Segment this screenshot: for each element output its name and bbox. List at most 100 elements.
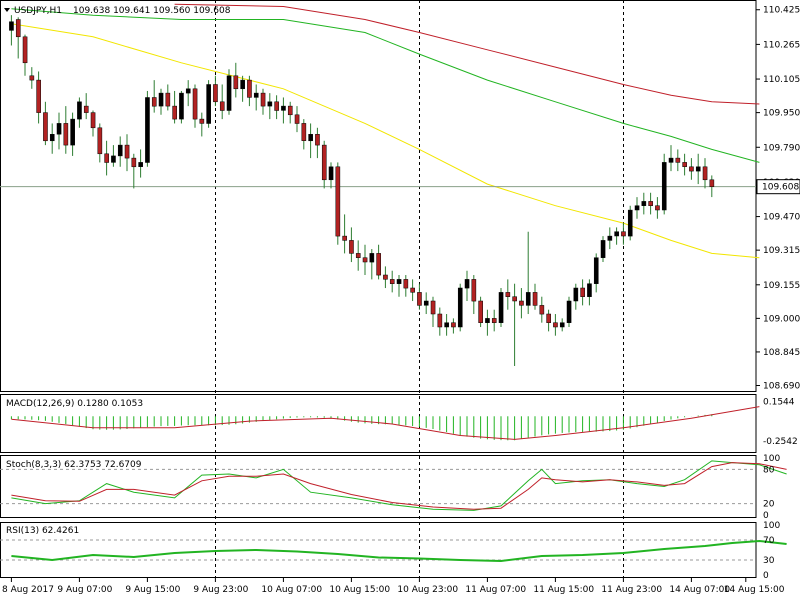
candle-body bbox=[90, 112, 96, 129]
current-price-text: 109.608 bbox=[762, 183, 799, 193]
rsi-line bbox=[11, 539, 787, 563]
candle-body bbox=[151, 97, 157, 107]
candle-body bbox=[478, 300, 483, 323]
candle-body bbox=[260, 92, 266, 107]
time-tick-label: 14 Aug 15:00 bbox=[724, 585, 785, 595]
candle-body bbox=[355, 253, 361, 258]
panel-frame-macd bbox=[0, 394, 757, 453]
rsi-label: RSI(13) 62.4261 bbox=[6, 526, 79, 536]
dropdown-triangle-icon[interactable] bbox=[4, 8, 10, 12]
candle-body bbox=[464, 279, 470, 289]
candle-body bbox=[485, 318, 490, 323]
candle-body bbox=[63, 123, 69, 146]
macd-tick-label: 0.1544 bbox=[763, 397, 795, 407]
candle-body bbox=[247, 79, 252, 98]
candle-body bbox=[83, 105, 89, 113]
candle-body bbox=[702, 166, 708, 181]
candle-body bbox=[117, 144, 123, 157]
candle-body bbox=[471, 279, 477, 302]
candle-body bbox=[274, 101, 279, 111]
candles bbox=[9, 15, 715, 367]
rsi-tick-label: 30 bbox=[763, 556, 775, 566]
candle-body bbox=[267, 101, 273, 107]
stoch-tick-label: 20 bbox=[763, 500, 775, 510]
candle-body bbox=[165, 92, 171, 107]
macd-panel: 0.1544 -0.2542 bbox=[10, 397, 798, 447]
candle-body bbox=[607, 235, 613, 241]
candle-body bbox=[675, 157, 681, 163]
candle-body bbox=[498, 292, 504, 323]
candle-body bbox=[457, 287, 463, 328]
price-tick-label: 110.265 bbox=[763, 40, 800, 50]
panel-frame-stoch bbox=[0, 455, 757, 518]
candle-body bbox=[70, 118, 75, 146]
candle-body bbox=[287, 105, 293, 116]
macd-signal-line bbox=[11, 406, 760, 440]
candle-body bbox=[97, 127, 103, 155]
macd-tick-label: -0.2542 bbox=[763, 437, 798, 447]
candle-body bbox=[580, 287, 585, 297]
candle-body bbox=[403, 279, 409, 289]
candle-body bbox=[410, 287, 415, 293]
candle-body bbox=[192, 88, 198, 120]
candle-body bbox=[253, 92, 259, 98]
candle-body bbox=[49, 134, 55, 142]
candle-body bbox=[158, 92, 164, 107]
stoch-label: Stoch(8,3,3) 62.3753 72.6709 bbox=[6, 460, 142, 470]
candle-body bbox=[131, 157, 137, 168]
candle-body bbox=[36, 79, 41, 113]
moving-average-line bbox=[11, 8, 760, 163]
price-tick-label: 108.845 bbox=[763, 348, 800, 358]
moving-average-line bbox=[174, 3, 760, 105]
candle-body bbox=[15, 19, 21, 38]
candle-body bbox=[138, 162, 143, 167]
candle-body bbox=[655, 205, 660, 211]
time-tick-label: 8 Aug 2017 bbox=[2, 585, 54, 595]
candle-body bbox=[185, 88, 191, 94]
candle-body bbox=[206, 84, 211, 124]
price-tick-label: 109.000 bbox=[763, 314, 800, 324]
candle-body bbox=[614, 231, 619, 237]
candle-body bbox=[587, 283, 592, 297]
candle-body bbox=[709, 179, 715, 187]
candle-body bbox=[648, 201, 653, 206]
candle-body bbox=[179, 92, 184, 120]
panel-frame-rsi bbox=[0, 522, 757, 578]
rsi-tick-label: 100 bbox=[763, 521, 780, 531]
candle-body bbox=[349, 240, 354, 254]
candle-body bbox=[573, 287, 579, 302]
candle-body bbox=[444, 322, 449, 328]
time-tick-label: 10 Aug 23:00 bbox=[397, 585, 458, 595]
candle-body bbox=[369, 253, 375, 263]
candle-body bbox=[328, 166, 334, 181]
candle-body bbox=[362, 257, 368, 263]
candle-body bbox=[213, 84, 218, 103]
price-tick-label: 108.690 bbox=[763, 382, 800, 392]
price-tick-label: 109.950 bbox=[763, 109, 800, 119]
candle-body bbox=[29, 75, 35, 81]
candle-body bbox=[512, 296, 517, 302]
candle-body bbox=[634, 205, 640, 211]
candle-body bbox=[315, 134, 320, 146]
ohlc-values: 109.638 109.641 109.560 109.608 bbox=[73, 6, 231, 16]
candle-body bbox=[294, 114, 300, 124]
panel-frames bbox=[0, 0, 757, 578]
candle-body bbox=[641, 201, 647, 206]
stoch-tick-label: 80 bbox=[763, 465, 775, 475]
panel-frame-main bbox=[0, 0, 757, 392]
candle-body bbox=[423, 300, 429, 306]
time-axis: 8 Aug 2017 9 Aug 07:00 9 Aug 15:00 9 Aug 23… bbox=[2, 578, 785, 595]
candle-body bbox=[559, 322, 565, 328]
candle-body bbox=[376, 253, 381, 276]
candle-body bbox=[383, 274, 388, 280]
candle-body bbox=[593, 257, 599, 284]
candle-body bbox=[43, 112, 48, 142]
candle-body bbox=[301, 123, 307, 141]
time-tick-label: 9 Aug 15:00 bbox=[125, 585, 180, 595]
rsi-tick-label: 70 bbox=[763, 536, 775, 546]
candle-body bbox=[689, 166, 694, 172]
candle-body bbox=[77, 101, 82, 120]
candle-body bbox=[145, 97, 150, 163]
macd-label: MACD(12,26,9) 0.1280 0.1053 bbox=[6, 399, 143, 409]
